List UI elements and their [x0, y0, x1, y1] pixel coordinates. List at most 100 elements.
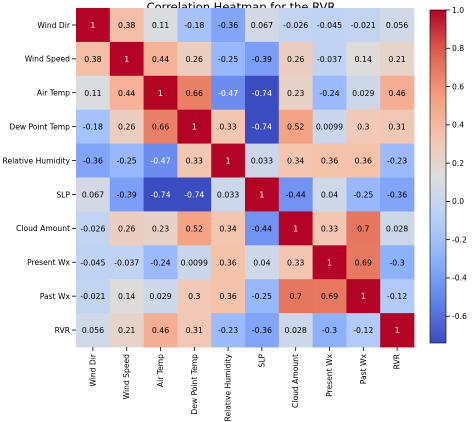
heatmap-cell: [278, 313, 313, 348]
heatmap-cell: [245, 313, 280, 348]
heatmap-cell: [109, 75, 144, 111]
cell-value-label: 0.44: [152, 55, 169, 64]
cell-value-label: -0.3: [322, 326, 337, 335]
heatmap-cell: [109, 211, 144, 246]
y-tick-label: Past Wx: [40, 292, 71, 301]
cell-value-label: -0.021: [80, 292, 105, 301]
heatmap-cell: [312, 143, 347, 178]
heatmap-cell: [312, 279, 347, 314]
heatmap-cell: [143, 177, 178, 212]
cell-value-label: -0.037: [114, 258, 139, 267]
heatmap-cell: [312, 177, 347, 212]
heatmap-cell: [177, 75, 212, 111]
heatmap-cell: [380, 211, 415, 246]
heatmap-cell: [177, 245, 212, 280]
cell-value-label: 0.31: [186, 326, 203, 335]
heatmap-cell: [109, 8, 144, 43]
cell-value-label: 0.029: [149, 292, 171, 301]
colorbar-gradient: [430, 10, 446, 343]
x-tick-label: Cloud Amount: [291, 354, 300, 408]
cell-value-label: -0.36: [252, 326, 272, 335]
cell-value-label: -0.23: [218, 326, 238, 335]
cell-value-label: 0.36: [355, 157, 372, 166]
cell-value-label: 0.26: [118, 224, 135, 233]
cell-value-label: -0.045: [80, 258, 105, 267]
heatmap-cell: [211, 177, 246, 212]
heatmap-cell: [211, 41, 246, 77]
y-tick-label: Cloud Amount: [16, 224, 70, 233]
heatmap-cell: [211, 109, 246, 144]
cell-value-label: 0.52: [287, 123, 304, 132]
cell-value-label: -0.25: [117, 157, 137, 166]
heatmap-cell: [380, 177, 415, 212]
x-tick-label: Wind Dir: [88, 353, 97, 386]
heatmap-cell: [109, 143, 144, 178]
heatmap-cell: [346, 109, 381, 144]
cell-value-label: -0.24: [319, 89, 339, 98]
heatmap-cell: [211, 8, 246, 43]
cell-value-label: 0.11: [152, 21, 169, 30]
heatmap-cell: [312, 41, 347, 77]
heatmap-cell: [312, 75, 347, 111]
heatmap-cell: [278, 279, 313, 314]
heatmap-cell: [380, 109, 415, 144]
heatmap-cell: [76, 75, 111, 111]
heatmap-cell: [245, 211, 280, 246]
cell-value-label: -0.36: [83, 157, 103, 166]
heatmap-cell: [76, 41, 111, 77]
heatmap-cell: [143, 279, 178, 314]
heatmap-cell: [143, 211, 178, 246]
heatmap-cell: [380, 279, 415, 314]
heatmap-cell: [346, 177, 381, 212]
heatmap-cell: [278, 143, 313, 178]
colorbar-tick-label: 0.8: [452, 44, 464, 53]
cell-value-label: 0.38: [118, 21, 135, 30]
heatmap-cell: [109, 279, 144, 314]
cell-value-label: 1: [158, 89, 163, 98]
cell-value-label: -0.47: [150, 157, 170, 166]
heatmap-cell: [211, 211, 246, 246]
cell-value-label: -0.36: [218, 21, 238, 30]
colorbar: 1.0 0.8 0.6 0.4 0.2 0.0 -0.2 -0.4 -0.6: [429, 6, 467, 344]
y-axis-tick-labels: Wind Dir Wind Speed Air Temp Dew Point Temp…: [3, 21, 76, 335]
heatmap-cell: [278, 245, 313, 280]
cell-value-label: -0.39: [117, 190, 137, 199]
heatmap-cell: [245, 8, 280, 43]
heatmap-cell: [76, 143, 111, 178]
cell-value-label: 0.0099: [181, 258, 208, 267]
cell-value-label: 0.34: [287, 157, 304, 166]
cell-value-label: -0.18: [83, 123, 103, 132]
heatmap-cell: [278, 8, 313, 43]
heatmap-cell: [346, 245, 381, 280]
heatmap-cell: [177, 41, 212, 77]
cell-value-label: -0.25: [252, 292, 272, 301]
heatmap-cells: 1 0.38 0.11 -0.18 -0.36 0.067 -0.026 -0.045 -0.0…: [76, 8, 415, 348]
heatmap-cell: [380, 313, 415, 348]
cell-value-label: 1: [90, 21, 95, 30]
cell-value-label: -0.3: [389, 258, 404, 267]
heatmap-cell: [177, 279, 212, 314]
heatmap-cell: [76, 109, 111, 144]
cell-value-label: -0.74: [252, 89, 272, 98]
x-tick-label: Past Wx: [359, 354, 368, 385]
heatmap-cell: [278, 177, 313, 212]
colorbar-tick-label: 0.0: [452, 197, 464, 206]
cell-value-label: 0.21: [118, 326, 135, 335]
cell-value-label: 0.14: [355, 55, 372, 64]
cell-value-label: 0.26: [118, 123, 135, 132]
heatmap-cell: [211, 143, 246, 178]
heatmap-cell: [312, 313, 347, 348]
cell-value-label: -0.25: [218, 55, 238, 64]
heatmap-cell: [109, 41, 144, 77]
cell-value-label: -0.026: [80, 224, 105, 233]
colorbar-tick-label: -0.4: [452, 274, 467, 283]
heatmap-cell: [177, 8, 212, 43]
cell-value-label: 0.46: [388, 89, 405, 98]
cell-value-label: -0.24: [150, 258, 170, 267]
cell-value-label: 1: [361, 292, 366, 301]
cell-value-label: 0.0099: [316, 123, 343, 132]
cell-value-label: -0.12: [387, 292, 407, 301]
heatmap-cell: [245, 279, 280, 314]
cell-value-label: 1: [395, 326, 400, 335]
